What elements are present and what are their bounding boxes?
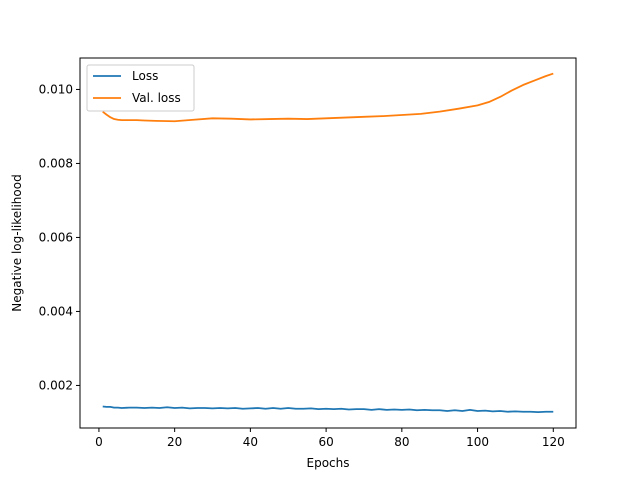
legend-label-loss: Loss: [132, 69, 158, 83]
x-tick-label: 80: [394, 435, 409, 449]
x-tick-label: 100: [466, 435, 489, 449]
x-tick-label: 40: [243, 435, 258, 449]
series-line-0: [102, 405, 554, 413]
y-axis-ticks: 0.002 0.004 0.006 0.008 0.010: [39, 82, 80, 392]
y-axis-title: Negative log-likelihood: [10, 174, 24, 311]
x-tick-label: 60: [318, 435, 333, 449]
y-tick-label: 0.004: [39, 304, 73, 318]
y-tick-label: 0.006: [39, 230, 73, 244]
legend: Loss Val. loss: [86, 64, 195, 112]
plot-frame: [79, 57, 577, 429]
plot-area: [80, 58, 576, 428]
x-tick-label: 20: [167, 435, 182, 449]
y-tick-label: 0.008: [39, 156, 73, 170]
x-axis-ticks: 0 20 40 60 80 100 120: [95, 428, 565, 449]
legend-label-val-loss: Val. loss: [132, 91, 181, 105]
x-axis-title: Epochs: [307, 456, 350, 470]
x-tick-label: 120: [542, 435, 565, 449]
x-tick-label: 0: [95, 435, 103, 449]
y-tick-label: 0.010: [39, 82, 73, 96]
series-line-1: [102, 72, 554, 123]
y-tick-label: 0.002: [39, 378, 73, 392]
series-layer: [102, 72, 554, 413]
